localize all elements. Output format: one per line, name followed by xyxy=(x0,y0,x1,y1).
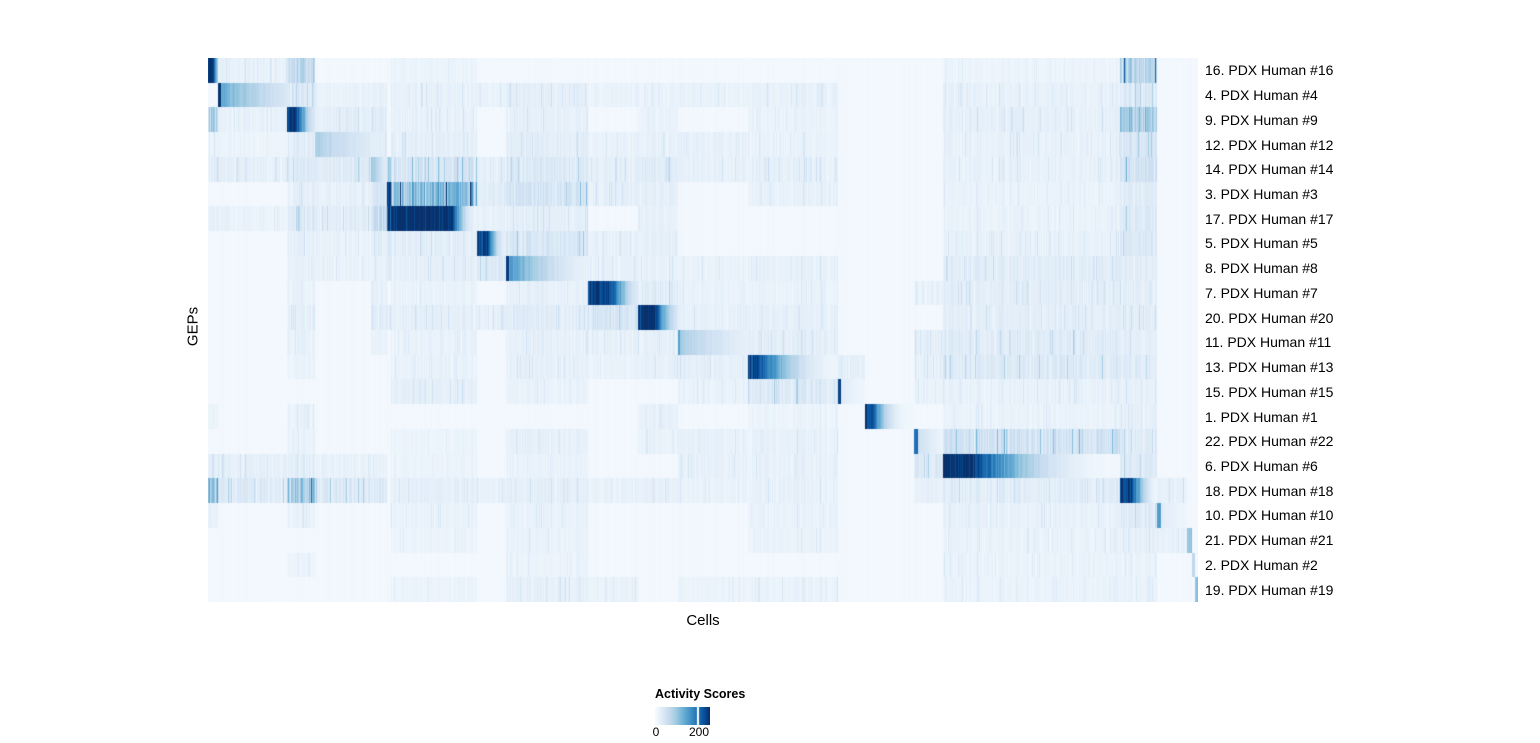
x-axis-title: Cells xyxy=(686,612,720,629)
row-label-4: 4. PDX Human #4 xyxy=(1205,87,1318,104)
row-label-8: 8. PDX Human #8 xyxy=(1205,260,1318,277)
row-label-22: 22. PDX Human #22 xyxy=(1205,433,1334,450)
row-label-14: 14. PDX Human #14 xyxy=(1205,161,1334,178)
row-label-20: 20. PDX Human #20 xyxy=(1205,309,1334,326)
legend-tick-label-200: 200 xyxy=(688,725,710,739)
row-label-18: 18. PDX Human #18 xyxy=(1205,482,1334,499)
row-label-21: 21. PDX Human #21 xyxy=(1205,532,1334,549)
y-axis-title: GEPs xyxy=(184,306,202,347)
row-label-12: 12. PDX Human #12 xyxy=(1205,136,1334,153)
row-label-9: 9. PDX Human #9 xyxy=(1205,111,1318,128)
legend-colorbar xyxy=(655,707,710,725)
row-label-11: 11. PDX Human #11 xyxy=(1205,334,1332,351)
row-label-10: 10. PDX Human #10 xyxy=(1205,507,1334,524)
row-label-16: 16. PDX Human #16 xyxy=(1205,62,1334,79)
legend-title: Activity Scores xyxy=(655,687,746,701)
row-label-5: 5. PDX Human #5 xyxy=(1205,235,1318,252)
legend-tick-label-min: 0 xyxy=(652,725,660,739)
row-label-1: 1. PDX Human #1 xyxy=(1205,408,1318,425)
row-label-13: 13. PDX Human #13 xyxy=(1205,359,1334,376)
row-label-6: 6. PDX Human #6 xyxy=(1205,458,1318,474)
row-label-15: 15. PDX Human #15 xyxy=(1205,383,1334,400)
row-label-17: 17. PDX Human #17 xyxy=(1205,210,1334,227)
row-label-2: 2. PDX Human #2 xyxy=(1205,556,1318,573)
row-label-7: 7. PDX Human #7 xyxy=(1205,284,1318,301)
heatmap-canvas xyxy=(208,58,1198,602)
row-label-3: 3. PDX Human #3 xyxy=(1205,186,1318,202)
row-label-19: 19. PDX Human #19 xyxy=(1205,581,1334,598)
